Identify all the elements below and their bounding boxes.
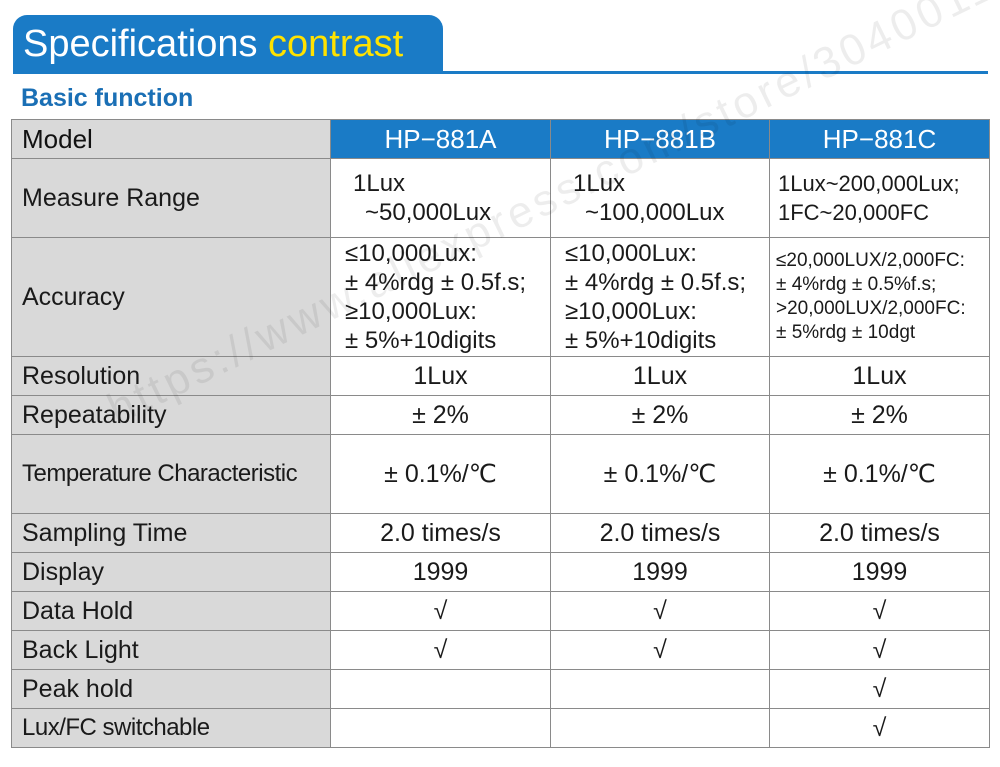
empty-cell-a <box>330 669 551 709</box>
cell-b: ± 2% <box>550 395 770 435</box>
empty-cell-b <box>550 708 770 748</box>
row-resolution: Resolution 1Lux 1Lux 1Lux <box>11 356 990 396</box>
row-repeatability: Repeatability ± 2% ± 2% ± 2% <box>11 395 990 435</box>
cell-c: ≤20,000LUX/2,000FC: ± 4%rdg ± 0.5%f.s; >20… <box>769 237 990 357</box>
cell-a: ≤10,000Lux: ± 4%rdg ± 0.5f.s; ≥10,000Lux: ±… <box>330 237 551 357</box>
spec-table: Model HP−881A HP−881B HP−881C Measure Ra… <box>11 119 990 748</box>
cell-c: 1Lux~200,000Lux; 1FC~20,000FC <box>769 158 990 238</box>
empty-cell-b <box>550 669 770 709</box>
row-accuracy: Accuracy ≤10,000Lux: ± 4%rdg ± 0.5f.s; ≥10… <box>11 237 990 357</box>
cell-b: ≤10,000Lux: ± 4%rdg ± 0.5f.s; ≥10,000Lux: ±… <box>550 237 770 357</box>
row-label: Measure Range <box>11 158 331 238</box>
row-back-light: Back Light √ √ √ <box>11 630 990 670</box>
cell-c: 1999 <box>769 552 990 592</box>
row-measure-range: Measure Range 1Lux ~50,000Lux 1Lux ~100,00… <box>11 158 990 238</box>
row-peak-hold: Peak hold √ <box>11 669 990 709</box>
cell-b: 1999 <box>550 552 770 592</box>
row-data-hold: Data Hold √ √ √ <box>11 591 990 631</box>
check-mark-c: √ <box>769 591 990 631</box>
model-b-header: HP−881B <box>550 119 770 159</box>
row-lux-fc: Lux/FC switchable √ <box>11 708 990 748</box>
cell-a: ± 0.1%/℃ <box>330 434 551 514</box>
row-temperature: Temperature Characteristic ± 0.1%/℃ ± 0.… <box>11 434 990 514</box>
row-label: Resolution <box>11 356 331 396</box>
row-display: Display 1999 1999 1999 <box>11 552 990 592</box>
model-c-header: HP−881C <box>769 119 990 159</box>
row-label: Back Light <box>11 630 331 670</box>
cell-c: 1Lux <box>769 356 990 396</box>
cell-a: ± 2% <box>330 395 551 435</box>
cell-c: ± 0.1%/℃ <box>769 434 990 514</box>
row-label: Data Hold <box>11 591 331 631</box>
title-banner: Specifications contrast <box>13 15 443 71</box>
cell-a: 1Lux ~50,000Lux <box>330 158 551 238</box>
check-mark-c: √ <box>769 630 990 670</box>
row-label: Accuracy <box>11 237 331 357</box>
check-mark-a: √ <box>330 630 551 670</box>
row-label: Display <box>11 552 331 592</box>
row-sampling: Sampling Time 2.0 times/s 2.0 times/s 2.… <box>11 513 990 553</box>
empty-cell-a <box>330 708 551 748</box>
row-label: Peak hold <box>11 669 331 709</box>
cell-c: 2.0 times/s <box>769 513 990 553</box>
check-mark-c: √ <box>769 708 990 748</box>
header-row: Model HP−881A HP−881B HP−881C <box>11 119 990 159</box>
row-label: Sampling Time <box>11 513 331 553</box>
title-main: Specifications <box>23 23 269 65</box>
check-mark-c: √ <box>769 669 990 709</box>
section-title: Basic function <box>21 84 194 112</box>
model-header: Model <box>11 119 331 159</box>
cell-b: 2.0 times/s <box>550 513 770 553</box>
cell-b: 1Lux ~100,000Lux <box>550 158 770 238</box>
cell-a: 2.0 times/s <box>330 513 551 553</box>
cell-b: ± 0.1%/℃ <box>550 434 770 514</box>
model-a-header: HP−881A <box>330 119 551 159</box>
cell-a: 1999 <box>330 552 551 592</box>
title-underline <box>13 71 988 74</box>
check-mark-a: √ <box>330 591 551 631</box>
cell-a: 1Lux <box>330 356 551 396</box>
row-label: Repeatability <box>11 395 331 435</box>
title-accent: contrast <box>268 23 404 65</box>
row-label: Lux/FC switchable <box>11 708 331 748</box>
cell-c: ± 2% <box>769 395 990 435</box>
check-mark-b: √ <box>550 591 770 631</box>
row-label: Temperature Characteristic <box>11 434 331 514</box>
cell-b: 1Lux <box>550 356 770 396</box>
check-mark-b: √ <box>550 630 770 670</box>
